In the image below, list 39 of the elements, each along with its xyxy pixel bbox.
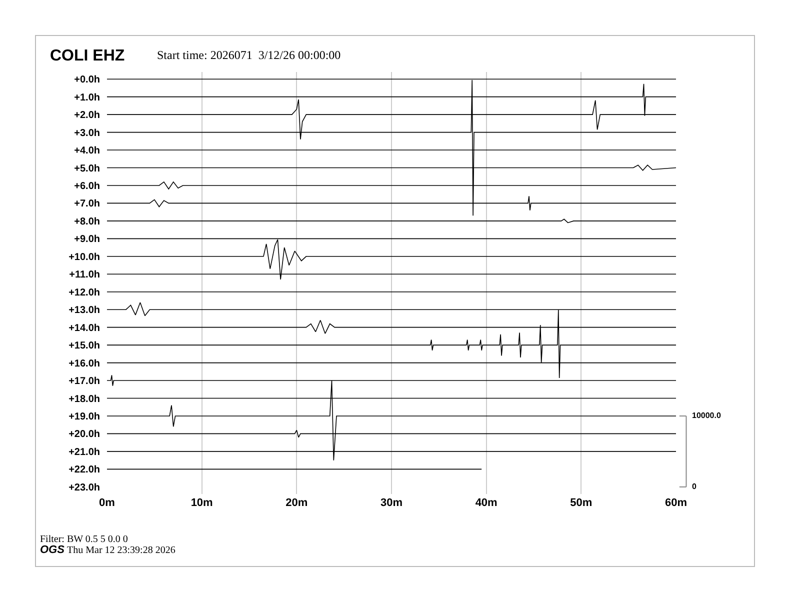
- y-tick-label: +16.0h: [68, 358, 100, 370]
- y-tick-label: +12.0h: [68, 287, 100, 298]
- y-tick-label: +19.0h: [68, 411, 100, 422]
- y-tick-label: +1.0h: [74, 92, 100, 104]
- y-tick-label: +15.0h: [68, 340, 100, 352]
- x-tick-label: 30m: [380, 497, 403, 509]
- y-tick-label: +22.0h: [68, 464, 100, 476]
- y-tick-label: +17.0h: [68, 376, 100, 388]
- x-tick-label: 10m: [190, 497, 214, 509]
- y-tick-label: +4.0h: [74, 146, 100, 157]
- chart-title: COLI EHZ: [50, 48, 125, 65]
- y2-tick-label: 10000.0: [692, 411, 722, 420]
- line-series: [107, 239, 676, 280]
- y-tick-label: +21.0h: [68, 446, 100, 458]
- chart-subtitle: Start time: 2026071 3/12/26 00:00:00: [157, 48, 341, 62]
- y-tick-label: +6.0h: [74, 180, 100, 192]
- y-tick-label: +5.0h: [74, 163, 100, 174]
- x-tick-label: 20m: [286, 497, 308, 509]
- x-tick-label: 40m: [475, 497, 498, 509]
- y-tick-label: +10.0h: [68, 252, 100, 263]
- y-tick-label: +7.0h: [74, 198, 100, 210]
- x-tick-label: 0m: [99, 497, 116, 509]
- y-tick-label: +13.0h: [68, 305, 100, 316]
- y-tick-label: +0.0h: [74, 74, 100, 86]
- y-tick-label: +9.0h: [74, 234, 100, 246]
- text: OGS: [40, 544, 66, 556]
- y-tick-label: +11.0h: [69, 270, 100, 281]
- x-tick-label: 60m: [664, 497, 688, 509]
- y-tick-label: +20.0h: [68, 429, 100, 440]
- text: Thu Mar 12 23:39:28 2026: [67, 545, 176, 556]
- y-tick-label: +2.0h: [74, 110, 100, 122]
- x-tick-label: 50m: [570, 497, 592, 509]
- y-tick-label: +3.0h: [74, 128, 100, 139]
- text: Filter: BW 0.5 5 0.0 0: [40, 534, 128, 545]
- y2-tick-label: 0: [692, 482, 697, 491]
- y-tick-label: +14.0h: [68, 322, 100, 334]
- y-tick-label: +8.0h: [74, 216, 100, 228]
- y-tick-label: +18.0h: [68, 394, 100, 405]
- y-tick-label: +23.0h: [68, 482, 100, 494]
